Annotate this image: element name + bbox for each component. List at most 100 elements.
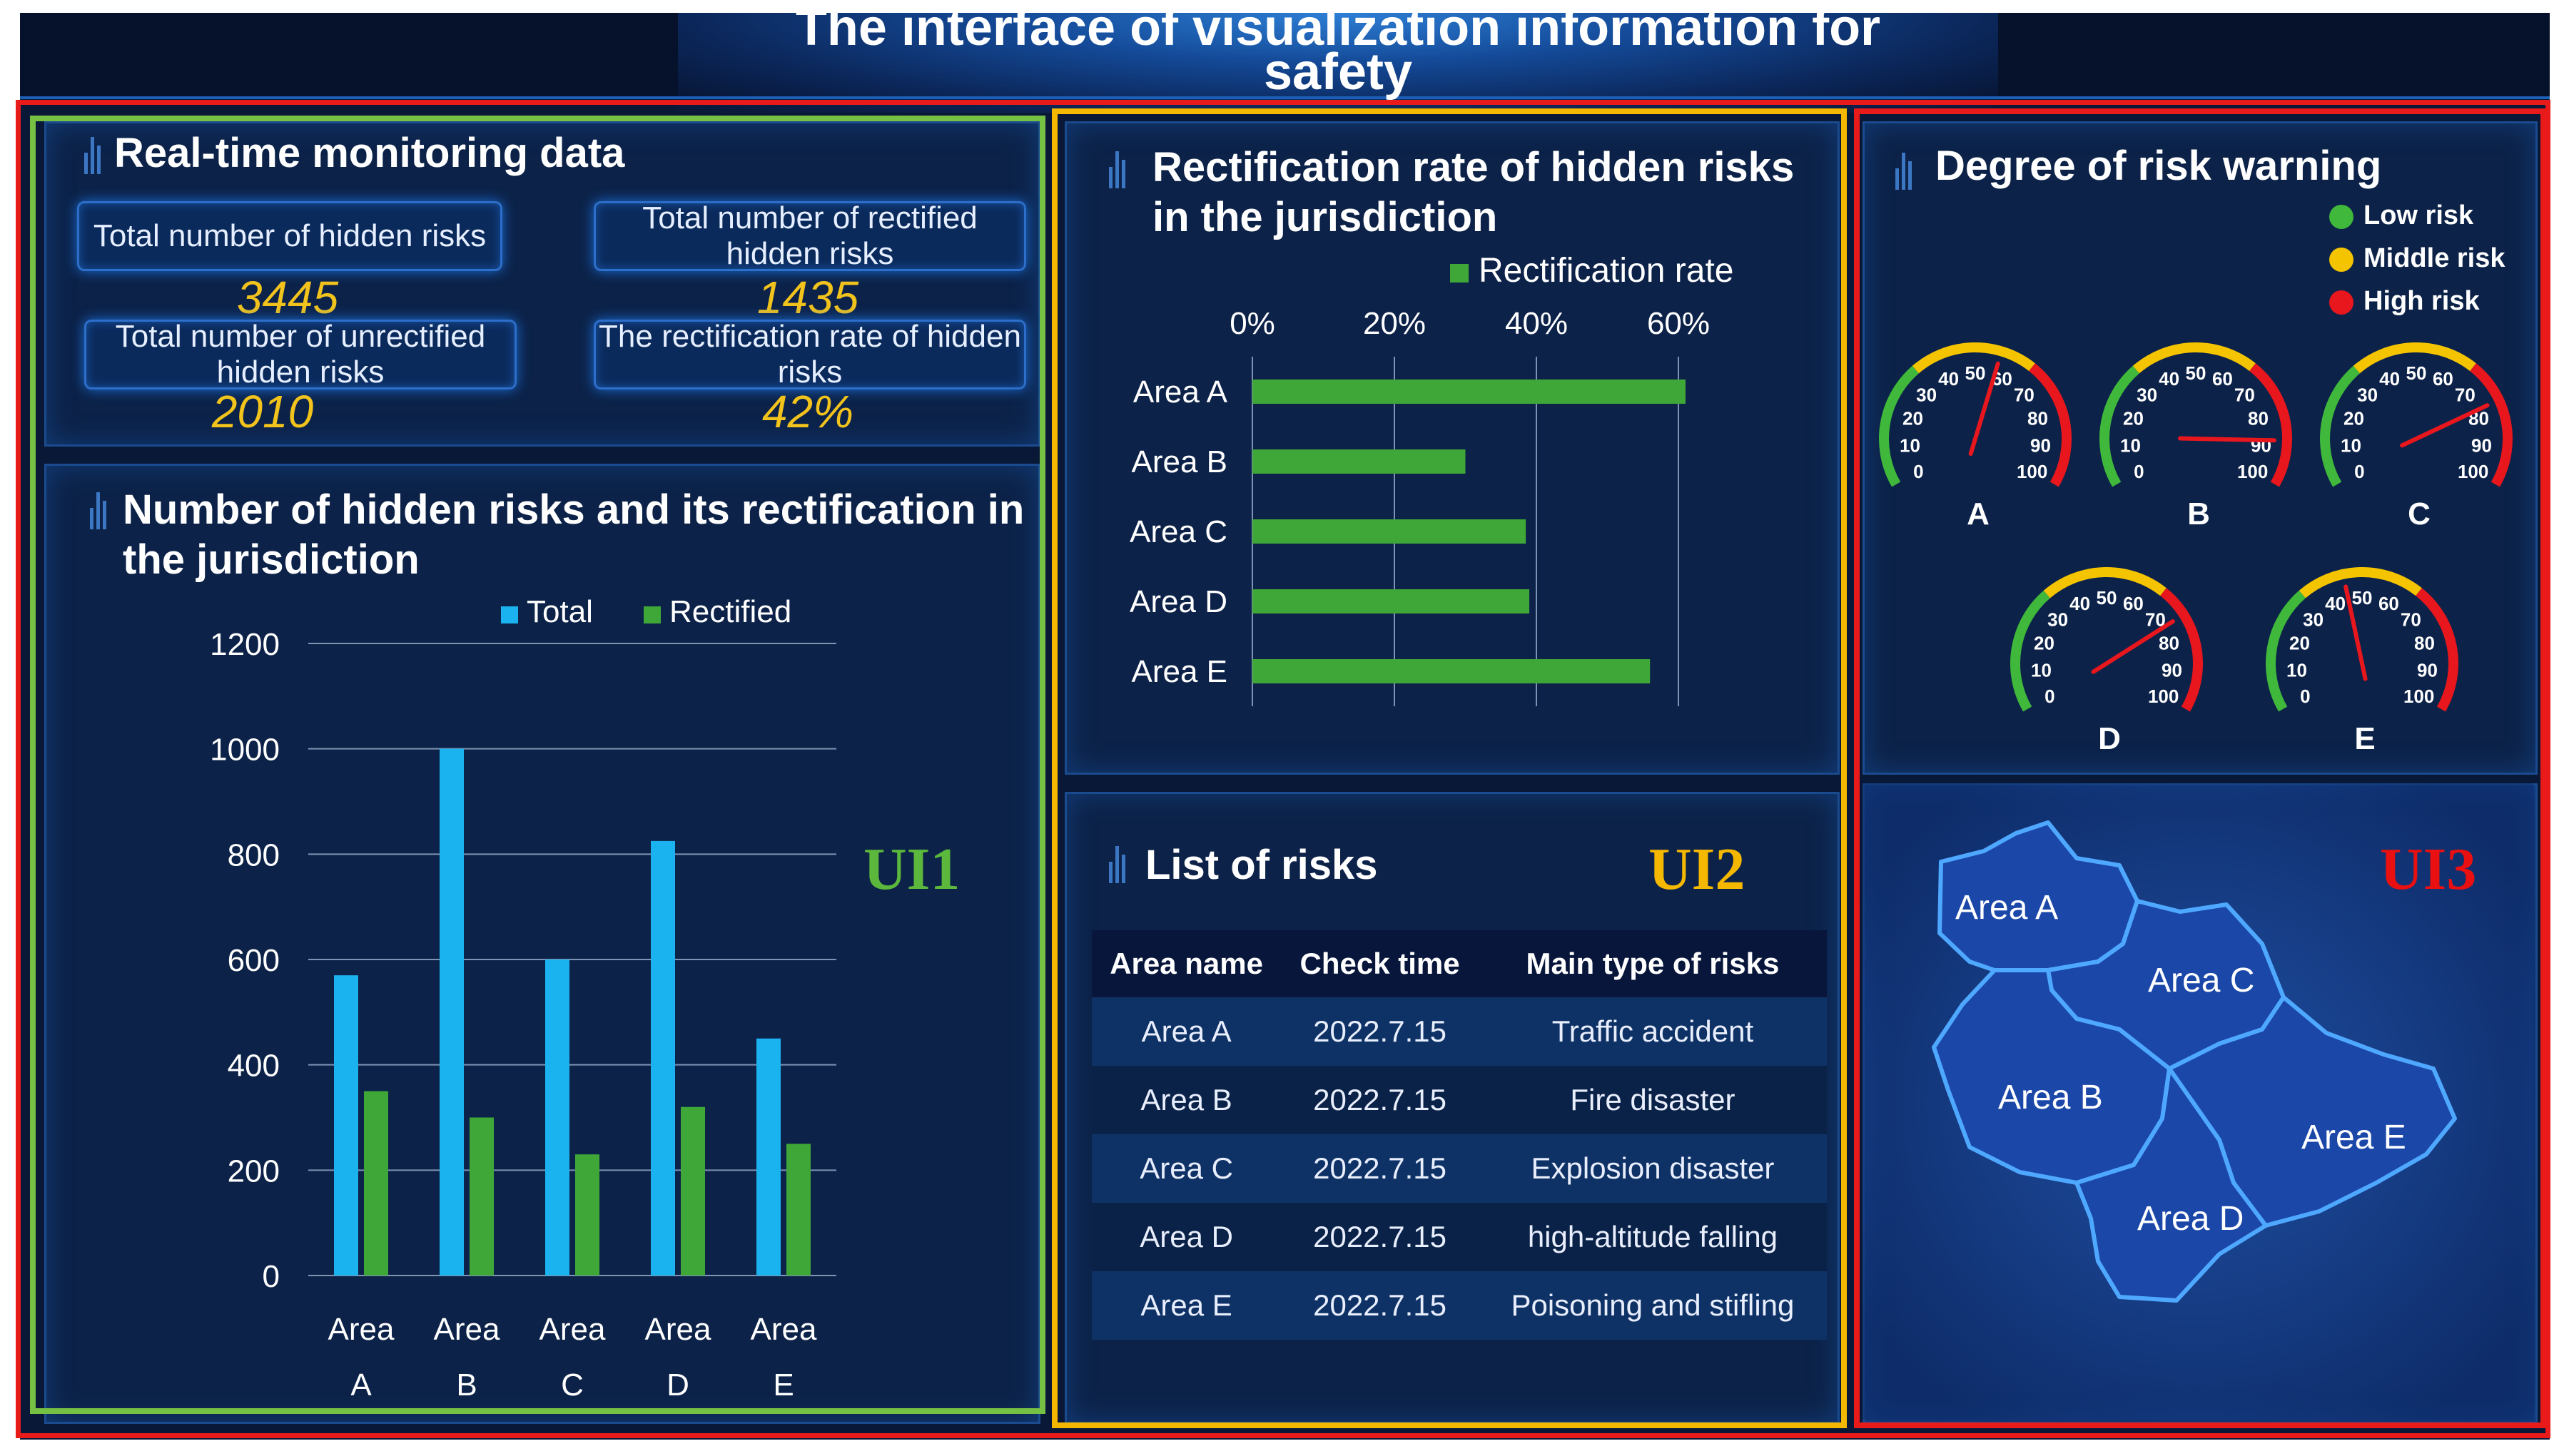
gauge-needle-a (1968, 361, 2000, 457)
stat-total-unrectified: Total number of unrectified hidden risks (84, 319, 517, 390)
table-row[interactable]: Area A 2022.7.15 Traffic accident (1092, 997, 1827, 1066)
section-bars-icon (1109, 846, 1130, 883)
gauge-band (2029, 363, 2072, 487)
gauge-tick-label: 100 (2237, 461, 2268, 482)
stat-total-unrectified-value: 2010 (211, 386, 314, 437)
gauge-tick-label: 80 (2027, 408, 2048, 429)
bar-rectified-1[interactable] (364, 1091, 388, 1276)
gauge-band (2320, 365, 2360, 487)
table-row[interactable]: Area E 2022.7.15 Poisoning and stifling (1092, 1271, 1827, 1340)
gauge-band (1912, 342, 2035, 374)
table-row[interactable]: Area D 2022.7.15 high-altitude falling (1092, 1203, 1827, 1271)
stat-total-hidden-value: 3445 (236, 272, 339, 323)
x-tick-label: Area (328, 1312, 395, 1347)
bar-rectified-2[interactable] (470, 1117, 494, 1276)
gauge-tick-label: 10 (2120, 435, 2141, 457)
stat-label: The rectification rate of hidden risks (599, 319, 1021, 390)
gauge-needle-b (2178, 436, 2276, 443)
ui2-outline (1052, 108, 1847, 1428)
bar-rectified-3[interactable] (575, 1154, 599, 1276)
stat-total-rectified: Total number of rectified hidden risks (594, 200, 1026, 271)
y-tick-label: 200 (228, 1154, 280, 1188)
map-region-area-d[interactable] (2074, 1066, 2268, 1303)
gauge-tick-label: 30 (2357, 384, 2378, 405)
bar-total-5[interactable] (756, 1038, 781, 1276)
bar-rate-5[interactable] (1252, 659, 1651, 683)
gauge-band (2160, 588, 2203, 712)
gauge-tick-label: 10 (2031, 660, 2052, 681)
column-header[interactable]: Area name (1092, 930, 1282, 997)
cell-check-time: 2022.7.15 (1281, 1066, 1479, 1134)
gauge-band (2249, 363, 2292, 487)
bar-rate-4[interactable] (1252, 589, 1530, 614)
legend-high: High risk (2329, 280, 2505, 322)
bar-total-2[interactable] (440, 748, 464, 1276)
table-row[interactable]: Area B 2022.7.15 Fire disaster (1092, 1066, 1827, 1134)
gauge-tick-label: 100 (2017, 461, 2047, 482)
gauge-tick-label: 40 (1938, 368, 1959, 390)
cell-check-time: 2022.7.15 (1281, 1203, 1479, 1271)
gauge-tick-label: 20 (2343, 408, 2364, 429)
gauge-tick-label: 20 (2289, 633, 2310, 654)
bar-total-4[interactable] (651, 840, 675, 1276)
gauge-tick-label: 30 (2047, 609, 2068, 630)
legend-dot-low (2329, 204, 2353, 229)
gauge-tick-label: 60 (2212, 368, 2233, 390)
cell-area: Area B (1092, 1066, 1282, 1134)
gauge-tick-label: 60 (2378, 593, 2399, 614)
gauge-tick-label: 50 (2097, 587, 2117, 609)
map-label-area-b: Area B (1998, 1079, 2103, 1116)
bar-rate-2[interactable] (1252, 449, 1466, 474)
bar-total-1[interactable] (334, 975, 358, 1276)
column-header[interactable]: Check time (1281, 930, 1479, 997)
gauge-tick-label: 70 (2401, 609, 2421, 630)
x-tick-label: 60% (1647, 306, 1710, 341)
stat-label: Total number of hidden risks (93, 218, 487, 253)
section-bars-icon (1109, 151, 1130, 188)
section-bars-icon (90, 492, 111, 529)
gauge-tick-label: 60 (2123, 593, 2144, 614)
cell-area: Area D (1092, 1203, 1282, 1271)
x-tick-label: D (667, 1368, 689, 1402)
y-tick-label: 0 (263, 1259, 280, 1294)
cell-risk-type: Fire disaster (1478, 1066, 1827, 1134)
legend-swatch-total (501, 606, 518, 623)
x-tick-label: 20% (1363, 306, 1426, 341)
bar-rectified-5[interactable] (786, 1144, 811, 1276)
legend-swatch-rectified (644, 606, 661, 623)
gauge-tick-label: 90 (2417, 660, 2438, 681)
bar-rate-3[interactable] (1252, 519, 1526, 544)
column-header[interactable]: Main type of risks (1478, 930, 1827, 997)
map-region-area-e[interactable] (2167, 995, 2457, 1228)
hidden-chart-title: Number of hidden risks and its rectifica… (123, 487, 1025, 583)
y-tick-label: 800 (228, 838, 280, 872)
gauge-tick-label: 70 (2234, 384, 2255, 405)
legend-rate-label: Rectification rate (1479, 252, 1734, 290)
x-tick-label: B (456, 1368, 477, 1402)
y-tick-label: 1000 (210, 733, 280, 768)
map-label-area-c: Area C (2148, 962, 2254, 999)
gauge-tick-label: 80 (2159, 633, 2179, 654)
gauge-tick-label: 40 (2159, 368, 2179, 390)
table-row[interactable]: Area C 2022.7.15 Explosion disaster (1092, 1134, 1827, 1203)
y-tick-label: 1200 (210, 627, 280, 662)
map-label-area-a: Area A (1955, 889, 2058, 927)
bar-rate-1[interactable] (1252, 380, 1686, 404)
y-tick-label: 600 (228, 943, 280, 978)
gauge-tick-label: 100 (2148, 686, 2179, 707)
legend-swatch-rate (1450, 264, 1469, 282)
header-divider (20, 96, 2550, 99)
gauge-tick-label: 60 (2433, 368, 2453, 390)
monitoring-title: Real-time monitoring data (114, 130, 625, 176)
x-tick-label: Area (434, 1312, 500, 1347)
gauge-band (2470, 363, 2513, 487)
bar-rectified-4[interactable] (681, 1106, 705, 1276)
cell-risk-type: Poisoning and stifling (1478, 1271, 1827, 1340)
bar-total-3[interactable] (545, 959, 569, 1276)
gauge-tick-label: 40 (2379, 368, 2400, 390)
legend-label: Middle risk (2363, 243, 2505, 273)
legend-middle: Middle risk (2329, 237, 2505, 280)
gauge-tick-label: 90 (2030, 435, 2051, 457)
gauge-tick-label: 80 (2248, 408, 2269, 429)
x-tick-label: 0% (1230, 306, 1275, 341)
